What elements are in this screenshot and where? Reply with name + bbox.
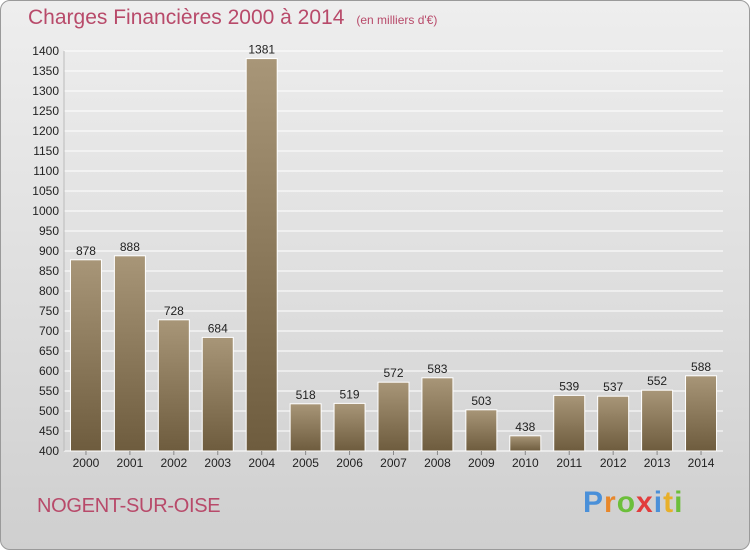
x-tick-label: 2000 — [73, 456, 100, 470]
x-tick-label: 2002 — [160, 456, 187, 470]
y-tick-label: 1350 — [32, 64, 59, 78]
bar-value-label: 684 — [208, 321, 228, 335]
y-tick-label: 750 — [39, 304, 59, 318]
bar-2002[interactable] — [157, 319, 190, 452]
x-tick-label: 2003 — [204, 456, 231, 470]
bar-value-label: 572 — [383, 366, 403, 380]
bar-2006[interactable] — [333, 402, 366, 452]
x-tick-label: 2012 — [600, 456, 627, 470]
y-tick-label: 1050 — [32, 184, 59, 198]
bar-2014[interactable] — [685, 375, 718, 452]
y-tick-label: 650 — [39, 344, 59, 358]
logo-letter: x — [636, 486, 654, 519]
bar-2013[interactable] — [641, 389, 674, 452]
bar-2008[interactable] — [421, 377, 454, 452]
logo-letter: i — [653, 486, 664, 519]
bar-2009[interactable] — [465, 409, 498, 452]
x-tick-label: 2007 — [380, 456, 407, 470]
x-tick-label: 2009 — [468, 456, 495, 470]
bar-value-label: 588 — [691, 360, 711, 374]
logo-letter: o — [616, 486, 637, 519]
y-tick-label: 1300 — [32, 84, 59, 98]
bar-2005[interactable] — [289, 403, 322, 452]
y-tick-label: 900 — [39, 244, 59, 258]
y-tick-label: 850 — [39, 264, 59, 278]
bar-2007[interactable] — [377, 381, 410, 452]
bar-value-label: 728 — [164, 304, 184, 318]
x-tick-label: 2001 — [117, 456, 144, 470]
x-tick-label: 2008 — [424, 456, 451, 470]
bar-2001[interactable] — [113, 255, 146, 452]
y-tick-label: 400 — [39, 444, 59, 458]
bar-2003[interactable] — [201, 336, 234, 452]
bar-value-label: 888 — [120, 240, 140, 254]
x-tick-label: 2006 — [336, 456, 363, 470]
bar-2010[interactable] — [509, 435, 542, 452]
title-main: Charges Financières 2000 à 2014 — [28, 6, 345, 29]
bar-value-label: 552 — [647, 374, 667, 388]
y-tick-label: 1150 — [33, 144, 59, 158]
bar-2012[interactable] — [597, 395, 630, 452]
chart-title: Charges Financières 2000 à 2014 (en milli… — [28, 6, 437, 30]
y-tick-label: 800 — [39, 284, 59, 298]
y-tick-label: 1100 — [33, 164, 59, 178]
y-tick-label: 950 — [39, 224, 59, 238]
bar-value-label: 518 — [296, 388, 316, 402]
bar-2000[interactable] — [69, 259, 102, 452]
bar-2011[interactable] — [553, 394, 586, 452]
bar-value-label: 1381 — [248, 43, 275, 57]
x-tick-label: 2014 — [688, 456, 715, 470]
bar-value-label: 878 — [76, 244, 96, 258]
x-tick-label: 2013 — [644, 456, 671, 470]
logo-letter: t — [663, 486, 675, 519]
y-tick-label: 600 — [39, 364, 59, 378]
bar-value-label: 503 — [471, 394, 491, 408]
logo-letter: i — [674, 486, 684, 519]
y-axis: 400 450 500 550 600 650 700 750 800 850 900 950 1000… — [32, 44, 65, 458]
y-tick-label: 1250 — [32, 104, 59, 118]
bar-value-label: 438 — [515, 420, 535, 434]
x-tick-label: 2005 — [292, 456, 319, 470]
x-tick-label: 2004 — [248, 456, 275, 470]
x-axis: 2000 2001 2002 2003 2004 2005 2006 2007 2008 2009… — [73, 451, 715, 470]
proxiti-logo[interactable]: Proxiti — [583, 486, 683, 520]
y-tick-label: 700 — [39, 324, 59, 338]
bar-value-label: 519 — [340, 387, 360, 401]
bar-value-label: 539 — [559, 379, 579, 393]
bars: 878 888 728 684 1381 518 519 572 583 503 438 539 537… — [69, 43, 718, 452]
y-tick-label: 450 — [39, 424, 59, 438]
town-name: NOGENT-SUR-OISE — [37, 495, 221, 517]
y-tick-label: 500 — [39, 404, 59, 418]
x-tick-label: 2011 — [556, 456, 582, 470]
bar-value-label: 583 — [427, 362, 447, 376]
title-subtitle: (en milliers d'€) — [356, 13, 438, 27]
y-tick-label: 1200 — [32, 124, 59, 138]
y-tick-label: 1400 — [32, 44, 59, 58]
y-tick-label: 1000 — [32, 204, 59, 218]
logo-letter: P — [583, 486, 605, 519]
bar-2004[interactable] — [245, 58, 278, 452]
x-tick-label: 2010 — [512, 456, 539, 470]
y-tick-label: 550 — [39, 384, 59, 398]
bar-value-label: 537 — [603, 380, 623, 394]
logo-letter: r — [604, 486, 617, 519]
